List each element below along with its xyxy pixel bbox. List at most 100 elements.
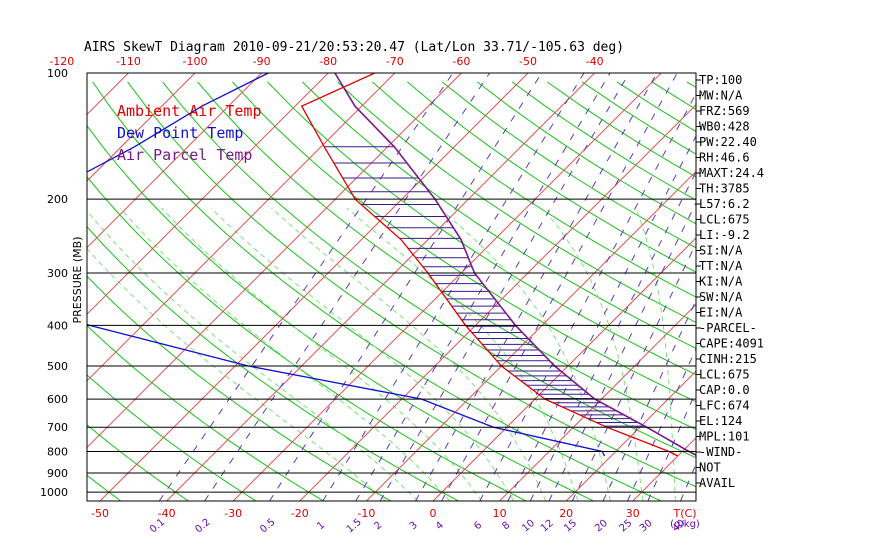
index-label: PW:22.40 <box>699 135 757 149</box>
pressure-tick-label: 300 <box>47 267 68 280</box>
mixing-ratio-line <box>204 73 491 501</box>
bottom-temp-tick-label: 20 <box>559 507 573 520</box>
index-label: MW:N/A <box>699 89 743 103</box>
top-temp-tick-label: -90 <box>253 55 271 68</box>
index-label: CAP:0.0 <box>699 383 750 397</box>
dry-adiabat-line <box>267 81 696 376</box>
mixing-ratio-label: 10 <box>520 518 537 535</box>
moist-adiabat-line <box>87 247 386 501</box>
mixing-ratio-label: 15 <box>562 518 579 535</box>
dry-adiabat-line <box>87 225 459 501</box>
isotherm-line <box>87 73 462 449</box>
isotherm-line <box>166 73 595 501</box>
pressure-tick-label: 900 <box>47 467 68 480</box>
index-label: SI:N/A <box>699 244 743 258</box>
index-label: AVAIL <box>699 476 735 490</box>
mixing-ratio-label: 0.2 <box>193 517 212 536</box>
moist-adiabat-line <box>87 210 419 501</box>
legend-dew-point-temp: Dew Point Temp <box>117 124 243 142</box>
series-dew-point-temp <box>87 73 606 457</box>
mixing-ratio-label: 3 <box>408 520 420 533</box>
dry-adiabat-line <box>0 82 53 501</box>
index-label: EI:N/A <box>699 306 743 320</box>
mixing-ratio-label: 1 <box>315 520 327 533</box>
bottom-temp-tick-label: 0 <box>430 507 437 520</box>
isotherm-line <box>232 73 662 501</box>
dry-adiabat-line <box>87 424 189 501</box>
index-label: RH:46.6 <box>699 151 750 165</box>
legend-ambient-air-temp: Ambient Air Temp <box>117 102 262 120</box>
index-label: TP:100 <box>699 73 742 87</box>
bottom-temp-tick-label: 30 <box>626 507 640 520</box>
index-label: LCL:675 <box>699 368 750 382</box>
index-label: CAPE:4091 <box>699 337 764 351</box>
dry-adiabat-line <box>302 81 696 349</box>
pressure-tick-label: 400 <box>47 319 68 332</box>
legend: Ambient Air Temp Dew Point Temp Air Parc… <box>117 102 262 164</box>
dry-adiabat-line <box>87 275 392 501</box>
bottom-temp-tick-label: -10 <box>357 507 375 520</box>
pressure-tick-label: 200 <box>47 193 68 206</box>
index-label: -WIND- <box>699 445 742 459</box>
mixing-ratio-label: 0.5 <box>258 517 277 536</box>
mixing-ratio-label: 25 <box>618 518 635 535</box>
index-label: TH:3785 <box>699 182 750 196</box>
pressure-tick-label: 600 <box>47 393 68 406</box>
mixing-ratio-line <box>571 242 696 501</box>
mixing-ratio-line <box>647 389 696 501</box>
mixing-ratio-line <box>441 73 678 501</box>
dry-adiabat-line <box>87 324 324 501</box>
mixing-ratio-label: 2 <box>372 520 384 533</box>
mixing-ratio-line <box>479 92 696 501</box>
top-temp-tick-label: -120 <box>49 55 74 68</box>
moist-adiabat-line <box>270 207 547 501</box>
top-temp-tick-label: -40 <box>586 55 604 68</box>
isotherm-line <box>766 73 870 501</box>
isotherm-line <box>299 104 696 501</box>
index-label: MPL:101 <box>699 430 750 444</box>
top-temp-tick-label: -100 <box>183 55 208 68</box>
y-axis-label: PRESSURE (MB) <box>71 237 84 324</box>
top-temp-tick-label: -80 <box>319 55 337 68</box>
top-temp-tick-label: -50 <box>519 55 537 68</box>
mixing-ratio-label: 30 <box>638 518 655 535</box>
mixing-unit-label: (g/kg) <box>670 519 700 530</box>
bottom-temp-tick-label: -30 <box>224 507 242 520</box>
index-label: SW:N/A <box>699 290 743 304</box>
isotherm-line <box>432 237 696 501</box>
pressure-tick-label: 500 <box>47 360 68 373</box>
series-air-parcel-temp <box>334 73 696 456</box>
moist-adiabat-line <box>210 207 515 501</box>
mixing-ratio-line <box>158 73 454 501</box>
top-temp-tick-label: -110 <box>116 55 141 68</box>
isotherm-line <box>0 73 62 501</box>
isotherm-line <box>87 73 262 249</box>
moist-adiabat-line <box>119 207 451 501</box>
dry-adiabat-line <box>162 81 696 459</box>
pressure-tick-label: 100 <box>47 67 68 80</box>
index-label: LFC:674 <box>699 399 750 413</box>
index-label: LCL:675 <box>699 213 750 227</box>
isotherm-line <box>99 73 529 501</box>
dry-adiabat-line <box>511 81 696 201</box>
mixing-ratio-label: 8 <box>500 520 512 533</box>
plot-frame <box>86 72 697 502</box>
mixing-ratio-line <box>627 347 696 501</box>
mixing-ratio-label: 12 <box>539 518 556 535</box>
mixing-ratio-line <box>529 170 696 501</box>
moist-adiabat-line <box>635 207 676 501</box>
dry-adiabat-line <box>232 81 696 403</box>
isotherm-line <box>499 303 696 501</box>
index-label: EL:124 <box>699 414 742 428</box>
bottom-temp-tick-label: -20 <box>291 507 309 520</box>
series-ambient-air-temp <box>300 73 679 457</box>
dry-adiabat-line <box>406 81 696 273</box>
mixing-ratio-line <box>548 201 696 501</box>
isotherm-line <box>565 370 696 501</box>
isotherm-line <box>366 170 696 501</box>
index-label: WB0:428 <box>699 120 750 134</box>
index-label: TT:N/A <box>699 259 743 273</box>
index-label: FRZ:569 <box>699 104 750 118</box>
